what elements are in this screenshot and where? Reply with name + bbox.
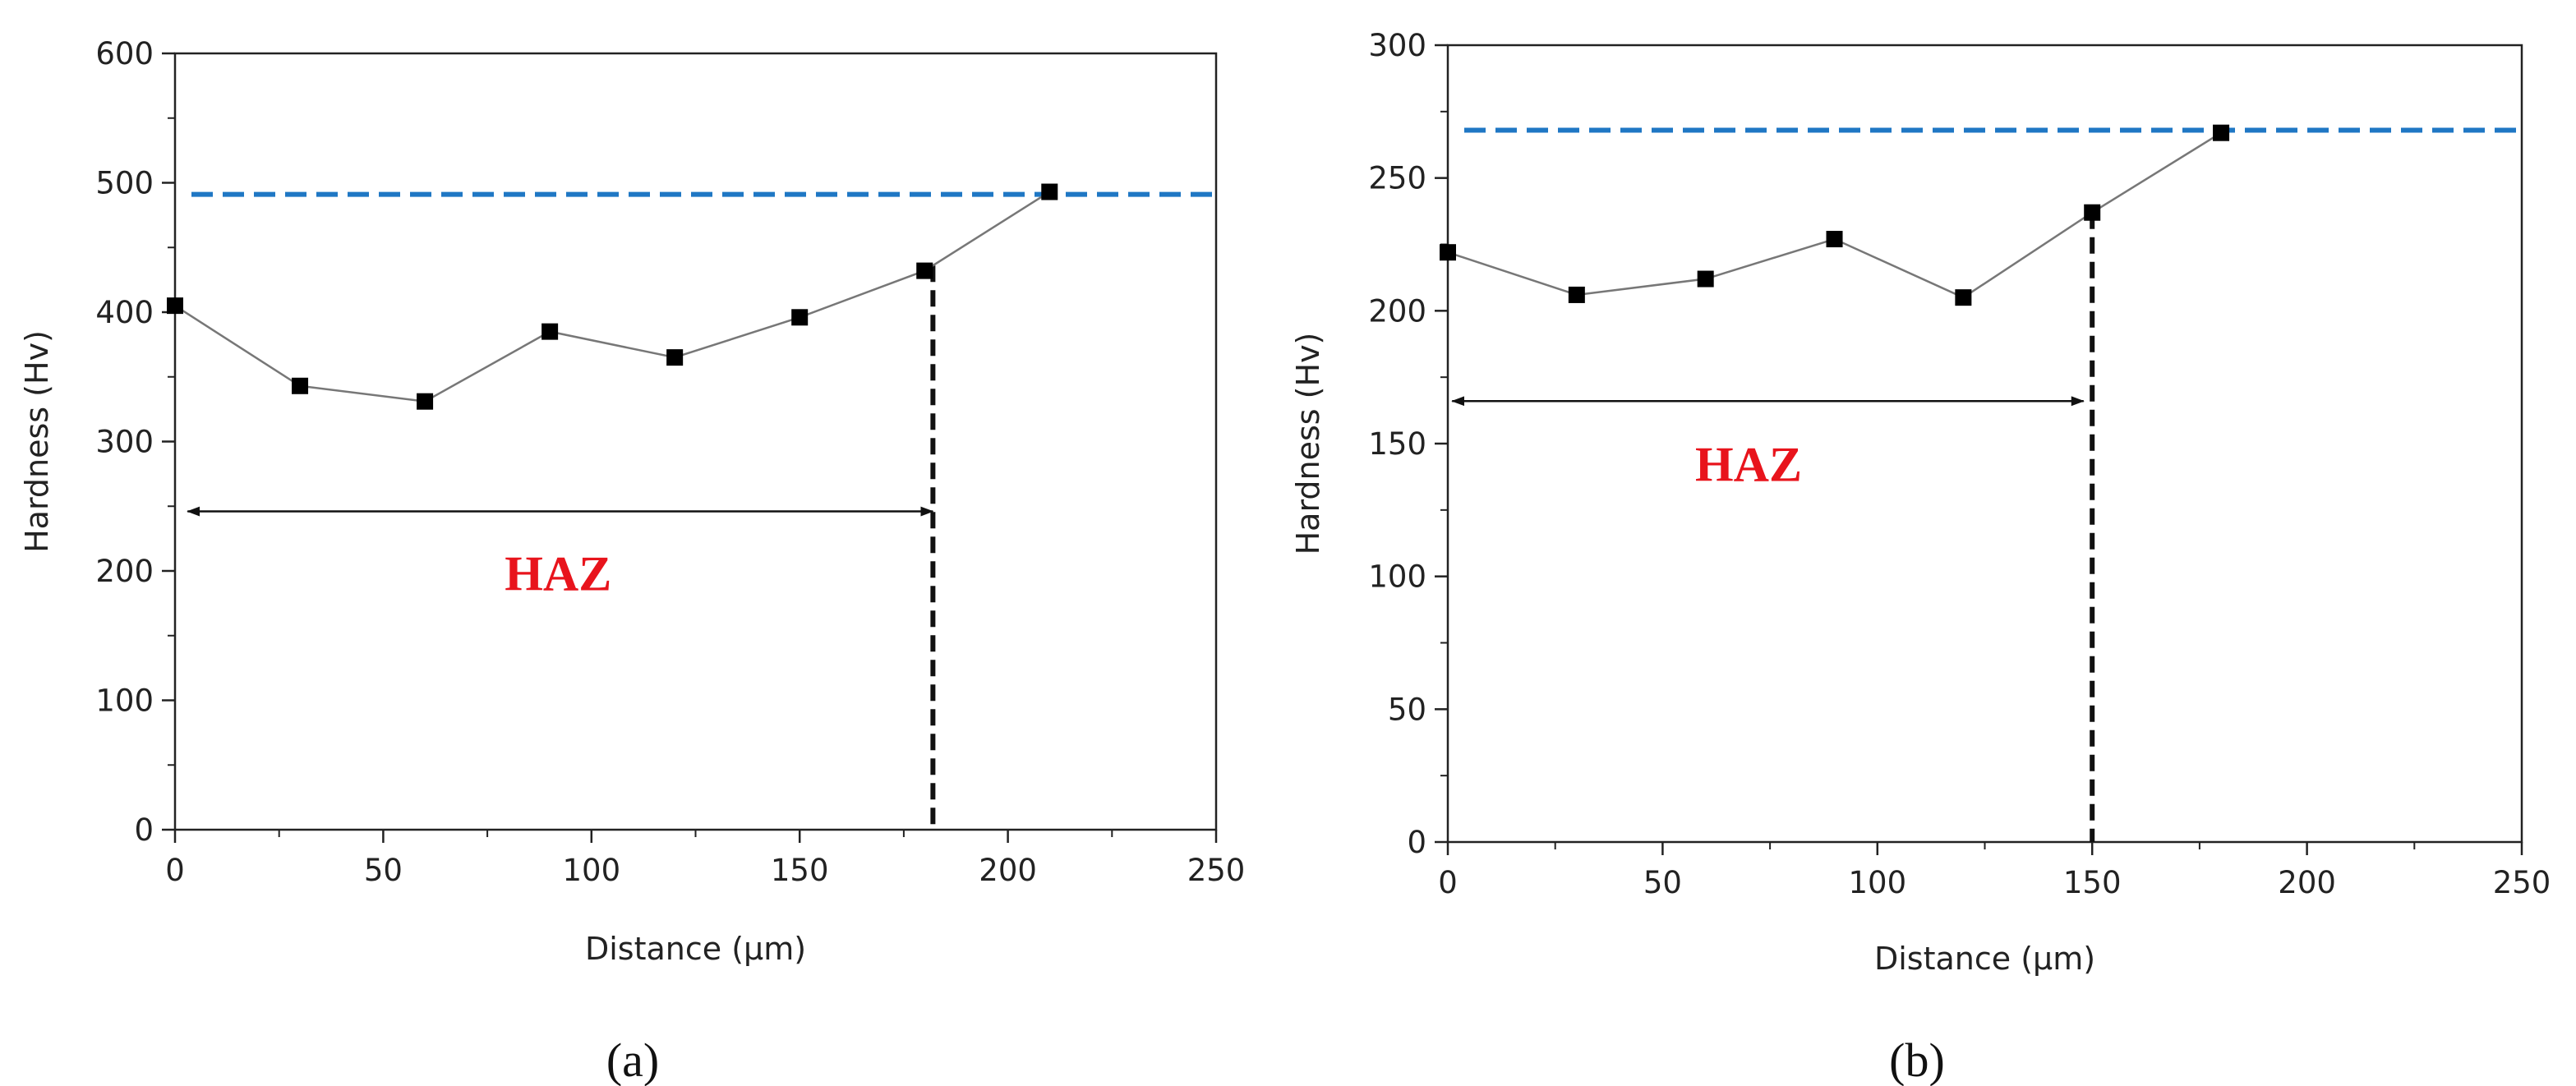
hardness-series-line <box>1447 131 2222 299</box>
y-tick-label: 100 <box>1368 559 1426 595</box>
x-tick-label: 200 <box>979 853 1037 888</box>
data-point <box>1041 183 1058 200</box>
data-point <box>417 393 434 410</box>
haz-label: HAZ <box>1695 437 1802 491</box>
x-axis-title: Distance (µm) <box>585 931 806 967</box>
y-tick-label: 100 <box>95 683 154 719</box>
x-tick-label: 250 <box>2493 865 2551 900</box>
x-tick-label: 50 <box>364 853 403 888</box>
y-tick-label: 0 <box>1407 825 1426 860</box>
y-tick-label: 250 <box>1368 161 1426 196</box>
plot-frame <box>173 52 1218 831</box>
y-tick-label: 200 <box>95 554 154 589</box>
caption-b: (b) <box>1889 1033 1945 1086</box>
data-point <box>1955 289 1972 306</box>
x-tick-label: 100 <box>562 853 620 888</box>
y-tick-label: 0 <box>134 812 154 848</box>
data-point <box>1826 231 1843 248</box>
data-point <box>2213 124 2230 141</box>
x-tick-label: 0 <box>1438 865 1458 900</box>
caption-a: (a) <box>606 1033 659 1086</box>
x-tick-label: 150 <box>2063 865 2122 900</box>
plot-frame <box>1446 44 2523 844</box>
x-tick-label: 50 <box>1643 865 1682 900</box>
haz-label: HAZ <box>505 547 611 601</box>
data-point <box>541 323 559 340</box>
y-tick-label: 400 <box>95 295 154 330</box>
y-axis-title: Hardness (Hv) <box>19 330 55 553</box>
y-tick-label: 150 <box>1368 426 1426 462</box>
y-tick-label: 600 <box>95 36 154 71</box>
data-point <box>1697 270 1714 288</box>
hardness-series-line <box>174 191 1050 403</box>
y-tick-label: 50 <box>1388 692 1426 727</box>
x-tick-label: 200 <box>2278 865 2336 900</box>
x-tick-label: 0 <box>165 853 185 888</box>
data-point <box>666 349 684 366</box>
data-point <box>1568 286 1585 303</box>
panel-b: 0 50 100 150 200 250 0 50 100 150 200 250 300 Distanc… <box>1290 28 2551 977</box>
data-point <box>167 297 183 315</box>
y-tick-label: 200 <box>1368 293 1426 329</box>
data-point <box>292 377 309 394</box>
panel-a: 0 50 100 150 200 250 0 100 200 300 400 500 600 Distan… <box>19 36 1245 967</box>
x-axis-title: Distance (µm) <box>1874 941 2095 977</box>
x-tick-label: 150 <box>771 853 829 888</box>
data-point <box>2084 204 2101 221</box>
y-tick-label: 300 <box>95 425 154 460</box>
data-point <box>1440 244 1456 261</box>
y-axis-title: Hardness (Hv) <box>1290 333 1326 555</box>
data-point <box>791 309 809 326</box>
data-point <box>916 262 933 279</box>
x-tick-label: 100 <box>1848 865 1906 900</box>
y-tick-label: 300 <box>1368 28 1426 63</box>
x-tick-label: 250 <box>1187 853 1246 888</box>
y-tick-label: 500 <box>95 166 154 201</box>
